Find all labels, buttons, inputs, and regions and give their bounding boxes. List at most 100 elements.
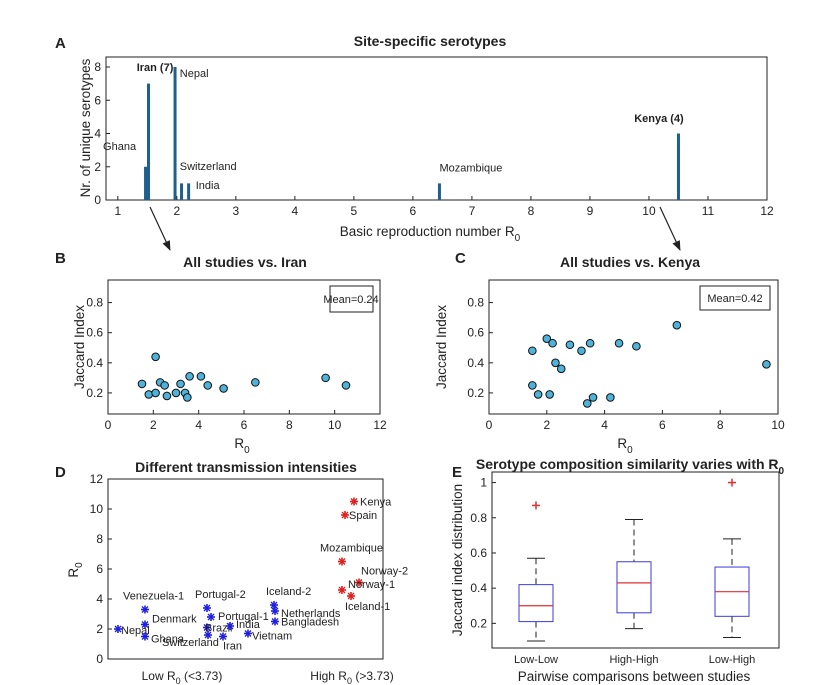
panel-c-letter: C: [455, 250, 466, 267]
panel-c-legend-box: [699, 285, 771, 311]
panel-c-point: [542, 334, 552, 344]
panel-b-ytick-label: 0.4: [86, 356, 103, 370]
panel-a-labels: Iran (7) Nepal Ghana Switzerland India Mozamb…: [103, 62, 684, 192]
panel-e-ticks: 0.2 0.4 0.6 0.8 1 Low-Low High-High Low-High: [470, 476, 755, 666]
panel-b-point: [183, 393, 192, 402]
panel-b-point: [160, 381, 169, 390]
panel-a-xtick-label: 12: [760, 204, 774, 218]
panel-d-point: [244, 629, 252, 638]
panel-d-point: [347, 592, 355, 600]
panel-a-frame: [105, 56, 768, 201]
panel-b-point: [171, 388, 181, 398]
panel-c-ytick-label: 0.8: [467, 296, 484, 310]
panel-a-xtick-label: 6: [410, 204, 417, 218]
panel-d-point-label: Iran: [223, 641, 242, 653]
panel-c-point: [632, 341, 641, 351]
panel-e-letter: E: [452, 464, 462, 481]
panel-c-ytick-label: 0.4: [467, 356, 484, 370]
panel-d: D Different transmission intensities 0 2 4…: [55, 459, 408, 685]
panel-d-point-label: Denmark: [152, 614, 197, 626]
panel-d-point-label: Norway-2: [361, 566, 408, 578]
panel-b-ytick-label: 0.2: [86, 386, 103, 400]
panel-e-boxes: [518, 478, 750, 642]
panel-b: B All studies vs. Iran 0 2 4 6 8 10 12 0.2 0.4 0.…: [55, 250, 387, 456]
panel-e-category-label: High-High: [610, 654, 659, 666]
panel-e-box-low-high: [714, 478, 750, 638]
panel-c-point: [548, 338, 557, 348]
panel-a-bar-label: Switzerland: [180, 161, 237, 173]
panel-a-bars: [144, 67, 680, 200]
panel-a-xtick-label: 4: [292, 204, 299, 218]
panel-b-point: [321, 373, 330, 383]
panel-b-ytick-label: 0.8: [86, 296, 103, 310]
panel-a-ytick-label: 0: [94, 193, 101, 207]
panel-c-xtick-label: 8: [717, 418, 724, 432]
panel-b-point: [251, 378, 260, 387]
panel-d-ytick-label: 8: [96, 532, 103, 546]
panel-d-ytick-label: 2: [96, 622, 103, 636]
panel-c: C All studies vs. Kenya 0 2 4 6 8 10 0.2 0.4 0.6…: [434, 250, 785, 456]
panel-a-bar: [144, 166, 148, 200]
panel-a-bar: [180, 183, 184, 200]
panel-d-point-label: Netherlands: [281, 608, 341, 620]
panel-a-bar-label: Mozambique: [439, 163, 502, 175]
panel-b-xtick-label: 4: [195, 418, 202, 432]
panel-d-letter: D: [55, 464, 66, 481]
panel-c-point: [762, 360, 771, 369]
panel-b-xtick-label: 2: [150, 418, 157, 432]
panel-c-point: [672, 320, 682, 330]
panel-d-point-label: Bangladesh: [281, 617, 339, 629]
panel-c-point: [588, 393, 598, 402]
panel-c-point: [565, 340, 575, 350]
panel-b-ylabel: Jaccard Index: [72, 305, 87, 389]
panel-b-point: [196, 372, 206, 381]
panel-d-point-label: Switzerland: [162, 637, 219, 649]
panel-d-point: [141, 620, 149, 629]
panel-d-title: Different transmission intensities: [135, 459, 357, 475]
panel-a-ytick-label: 6: [94, 93, 101, 107]
panel-d-point: [141, 632, 149, 641]
panel-e-category-label: Low-High: [709, 654, 755, 666]
panel-a-bar-label: Nepal: [180, 68, 209, 80]
panel-b-point: [151, 352, 160, 362]
panel-c-point: [533, 390, 543, 399]
panel-c-xlabel: R0: [617, 436, 633, 456]
panel-b-xtick-label: 6: [241, 418, 248, 432]
panel-c-point: [585, 338, 595, 348]
panel-a: A Site-specific serotypes 1 2 3 4 5 6 7 8 9 10 11 1…: [55, 33, 774, 251]
panel-d-ticks: 0 2 4 6 8 10 12: [90, 472, 112, 666]
panel-d-ytick-label: 12: [90, 472, 104, 486]
panel-c-xtick-label: 10: [771, 418, 785, 432]
panel-a-xtick-label: 3: [232, 204, 239, 218]
panel-b-point: [219, 384, 228, 393]
panel-a-bar: [676, 133, 680, 200]
panel-b-points: [137, 352, 351, 402]
panel-e-ytick-label: 0.2: [470, 616, 487, 630]
panel-d-point-label: Venezuela-1: [123, 591, 184, 603]
panel-a-ytick-label: 8: [94, 60, 101, 74]
panel-d-point: [141, 605, 149, 614]
panel-e-frame: [491, 471, 780, 649]
panel-d-point: [350, 497, 358, 506]
panel-a-bar: [173, 67, 177, 200]
panel-e-ytick-label: 0.6: [470, 546, 487, 560]
panel-e-ylabel: Jaccard index distribution: [450, 484, 465, 636]
panel-d-category-low: Low R0 (<3.73): [142, 669, 223, 685]
panel-c-point: [614, 338, 624, 348]
panel-a-ytick-label: 4: [94, 127, 101, 141]
panel-e-category-label: Low-Low: [514, 654, 558, 666]
panel-d-point: [338, 557, 346, 566]
panel-b-point: [162, 391, 172, 401]
panel-d-point: [203, 623, 211, 632]
panel-d-ytick-label: 0: [96, 652, 103, 666]
panel-d-point: [114, 625, 122, 633]
panel-e-box-low-low: [518, 501, 554, 642]
panel-d-point-label: Spain: [349, 510, 377, 522]
panel-d-point: [204, 631, 212, 639]
panel-c-xtick-label: 6: [659, 418, 666, 432]
arrow-to-kenya: [659, 206, 681, 251]
panel-c-ytick-label: 0.2: [467, 386, 484, 400]
